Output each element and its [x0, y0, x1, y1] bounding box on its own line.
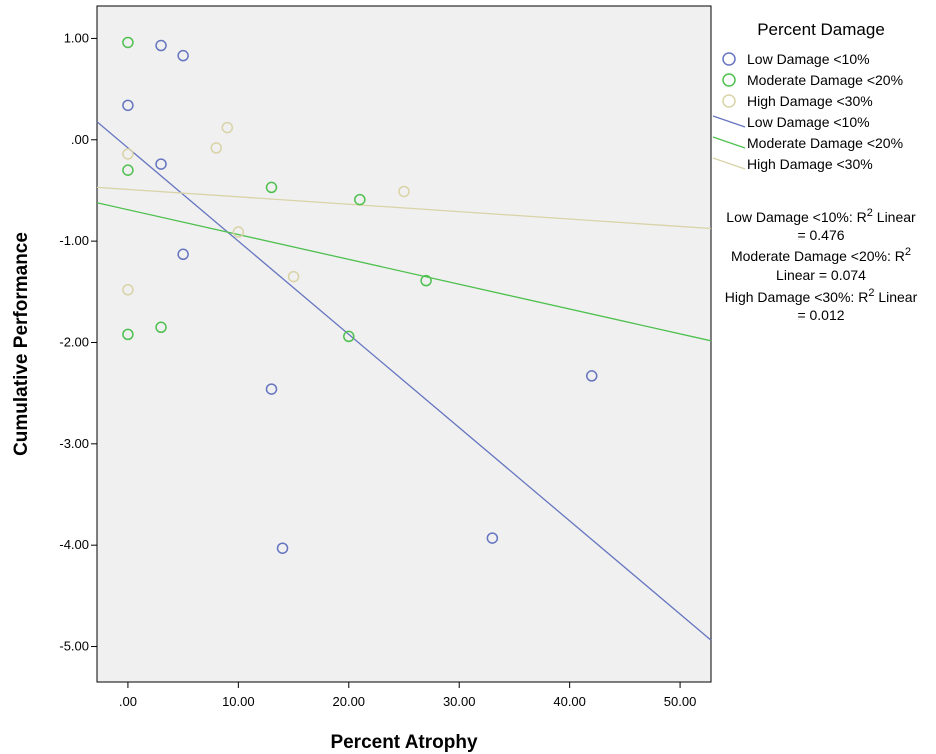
data-point-series-0: [486, 532, 499, 544]
x-tick-label: 40.00: [553, 694, 586, 709]
x-axis: .00 10.00 20.00 30.00 40.00 50.00: [119, 682, 696, 709]
data-point-series-2: [287, 270, 300, 283]
x-axis-title: Percent Atrophy: [330, 732, 478, 753]
x-tick-label: 50.00: [664, 694, 697, 709]
data-point-series-1: [420, 274, 432, 287]
legend-marker-label: High Damage <30%: [747, 93, 873, 109]
data-point-series-1: [354, 193, 366, 206]
legend-marker-icon: [722, 94, 736, 108]
data-point-series-2: [122, 284, 134, 296]
fit-line-series-1: [96, 202, 712, 342]
data-point-series-0: [177, 248, 189, 261]
legend-line-entries: Low Damage <10% Moderate Damage <20% High …: [712, 114, 903, 172]
legend-line-label: High Damage <30%: [747, 156, 873, 172]
data-points: [122, 36, 598, 554]
legend-marker-icon: [722, 52, 736, 66]
r2-high-line2: = 0.012: [797, 307, 844, 323]
legend-marker-icon: [722, 73, 736, 87]
r2-high-line1: High Damage <30%: R2 Linear: [725, 287, 918, 305]
r2-low-line1: Low Damage <10%: R2 Linear: [726, 207, 916, 225]
y-tick-label: -4.00: [59, 537, 89, 552]
data-point-series-1: [122, 36, 134, 49]
fit-line-series-2: [96, 186, 712, 230]
legend-line-label: Low Damage <10%: [747, 114, 870, 130]
y-tick-label: 1.00: [64, 30, 89, 45]
r2-annotations: Low Damage <10%: R2 Linear = 0.476 Moder…: [725, 207, 918, 323]
y-tick-label: -3.00: [59, 436, 89, 451]
x-tick-label: 30.00: [443, 694, 476, 709]
data-point-series-1: [122, 328, 134, 341]
y-axis-title: Cumulative Performance: [11, 232, 32, 456]
y-tick-label: -1.00: [59, 233, 89, 248]
data-point-series-1: [122, 164, 134, 176]
data-point-series-0: [585, 370, 598, 382]
data-point-series-2: [232, 226, 245, 238]
x-tick-label: 20.00: [333, 694, 366, 709]
y-tick-label: -5.00: [59, 639, 89, 654]
legend-line-label: Moderate Damage <20%: [747, 135, 903, 151]
data-point-series-0: [276, 542, 289, 554]
data-point-series-0: [265, 383, 278, 395]
y-tick-label: .00: [71, 132, 89, 147]
data-point-series-0: [155, 39, 167, 52]
legend-marker-entries: Low Damage <10% Moderate Damage <20% High …: [722, 51, 903, 109]
y-axis: 1.00 .00 -1.00 -2.00 -3.00 -4.00 -5.00: [59, 30, 97, 654]
r2-moderate-line2: Linear = 0.074: [776, 267, 866, 283]
data-point-series-1: [343, 330, 355, 343]
legend-line-icon: [712, 157, 746, 170]
r2-moderate-line1: Moderate Damage <20%: R2: [731, 246, 911, 264]
x-tick-label: .00: [119, 694, 137, 709]
data-point-series-2: [210, 142, 223, 154]
plot-area: [96, 5, 712, 683]
legend-marker-label: Moderate Damage <20%: [747, 72, 903, 88]
x-tick-label: 10.00: [222, 694, 255, 709]
fit-lines: [96, 121, 712, 641]
data-point-series-0: [177, 49, 189, 62]
data-point-series-2: [221, 121, 234, 134]
legend-marker-label: Low Damage <10%: [747, 51, 870, 67]
legend-line-icon: [712, 115, 746, 128]
data-point-series-0: [122, 99, 134, 112]
data-point-series-2: [398, 185, 410, 198]
y-tick-label: -2.00: [59, 334, 89, 349]
data-point-series-0: [155, 158, 167, 170]
data-point-series-1: [265, 181, 278, 194]
legend-line-icon: [712, 136, 746, 149]
fit-line-series-0: [96, 121, 712, 641]
legend: Percent Damage Low Damage <10% Moderate D…: [712, 20, 903, 172]
data-point-series-1: [155, 321, 167, 334]
data-point-series-2: [122, 148, 134, 160]
r2-low-line2: = 0.476: [797, 227, 844, 243]
legend-title: Percent Damage: [757, 20, 885, 39]
